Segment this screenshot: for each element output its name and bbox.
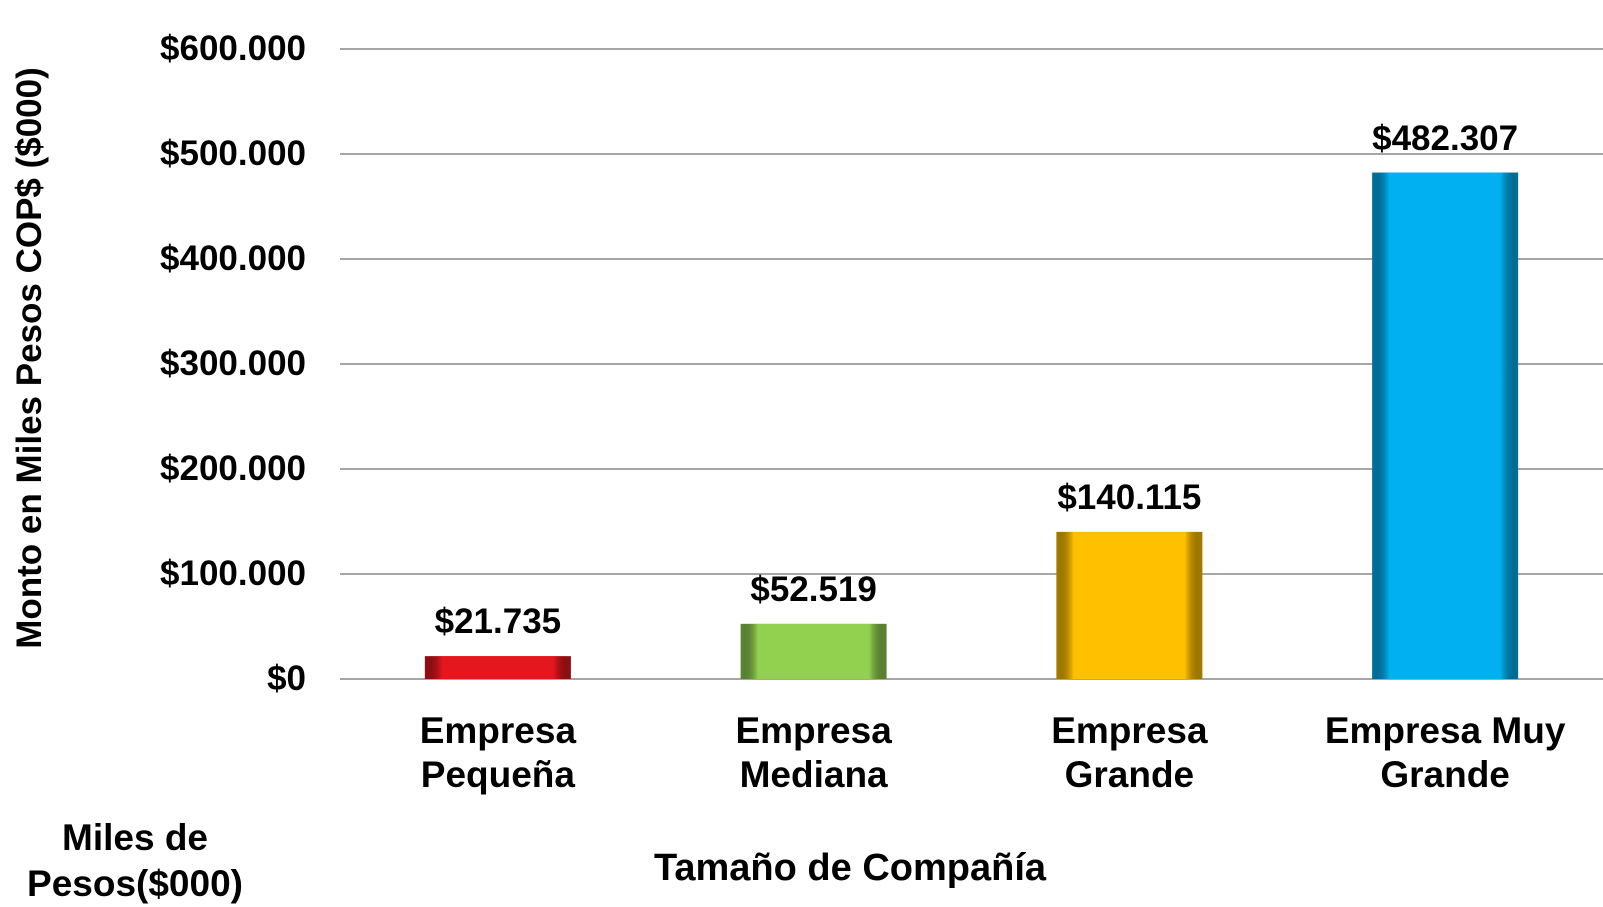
data-label: $21.735 bbox=[434, 602, 562, 642]
unit-note: Miles de Pesos($000) bbox=[27, 817, 243, 904]
bar-shade bbox=[424, 656, 571, 679]
x-tick-label: Empresa Pequeña bbox=[419, 710, 577, 795]
y-tick-label: $0 bbox=[267, 659, 306, 698]
bar-shade bbox=[740, 623, 887, 679]
y-tick-label: $500.000 bbox=[160, 134, 306, 173]
y-tick-label: $300.000 bbox=[160, 344, 306, 383]
y-tick-label: $100.000 bbox=[160, 554, 306, 593]
data-label: $140.115 bbox=[1057, 477, 1202, 517]
x-tick-label: Empresa Grande bbox=[1051, 710, 1208, 795]
bar-shade bbox=[1056, 531, 1203, 679]
x-axis-label: Tamaño de Compañía bbox=[653, 847, 1047, 889]
x-tick-label: Empresa Muy Grande bbox=[1324, 710, 1566, 795]
x-tick-label: Empresa Mediana bbox=[735, 710, 892, 795]
data-label: $482.307 bbox=[1372, 118, 1519, 158]
y-tick-label: $400.000 bbox=[160, 239, 306, 278]
data-label: $52.519 bbox=[750, 569, 877, 609]
bar-shade bbox=[1372, 172, 1519, 680]
y-tick-label: $600.000 bbox=[160, 29, 306, 68]
y-tick-label: $200.000 bbox=[160, 449, 306, 488]
